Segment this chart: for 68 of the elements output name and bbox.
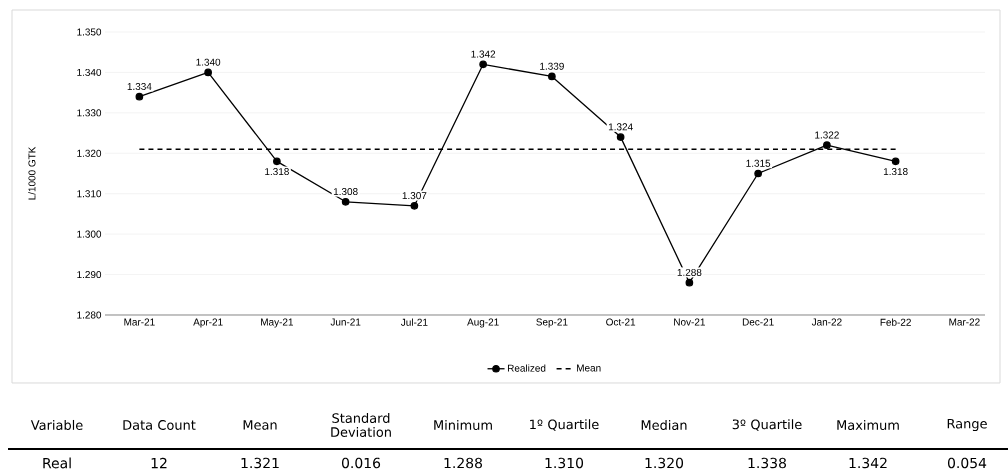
text: 1.338 — [748, 457, 787, 469]
data-label: 1.318 — [883, 168, 908, 176]
text: Real — [43, 457, 71, 469]
point — [754, 169, 762, 178]
data-label: 1.288 — [677, 268, 702, 276]
y-tick-label: 1.320 — [77, 149, 102, 157]
point — [135, 92, 144, 101]
x-tick-label: Apr-21 — [193, 318, 223, 328]
data-label: 1.315 — [746, 159, 771, 167]
x-tick-label: Mar-21 — [124, 318, 155, 326]
text: 12 — [151, 457, 167, 469]
text: Maximum — [837, 419, 899, 430]
x-tick-label: Jan-22 — [811, 318, 842, 326]
y-tick-label: 1.280 — [77, 311, 102, 319]
y-tick-label: 1.330 — [77, 109, 102, 117]
point — [685, 278, 694, 287]
data-label: 1.322 — [815, 131, 839, 139]
text: 0.054 — [947, 457, 987, 469]
x-tick-label: Jun-21 — [330, 318, 361, 326]
data-label: 1.318 — [265, 168, 289, 176]
data-label: 1.324 — [608, 123, 633, 131]
x-tick-label: May-21 — [261, 318, 294, 328]
data-label: 1.334 — [127, 82, 152, 90]
legend-label: Mean — [577, 364, 601, 372]
x-tick-label: Dec-21 — [742, 318, 774, 326]
legend-label: Realized — [507, 364, 546, 372]
text: 1º Quartile — [530, 419, 599, 431]
text: Minimum — [434, 419, 492, 430]
point — [616, 133, 625, 141]
x-tick-label: Feb-22 — [880, 318, 911, 326]
point — [273, 157, 281, 166]
x-tick-label: Sep-21 — [536, 318, 568, 328]
text: Mean — [243, 420, 277, 430]
point — [548, 72, 556, 81]
text: Range — [947, 418, 987, 432]
y-tick-label: 1.340 — [77, 68, 102, 76]
data-label: 1.307 — [402, 192, 427, 200]
x-tick-label: Oct-21 — [606, 318, 636, 326]
text: Data Count — [123, 420, 196, 430]
text: 1.342 — [849, 457, 887, 469]
point — [410, 201, 419, 210]
data-label: 1.340 — [196, 58, 221, 66]
text: 0.016 — [341, 457, 381, 469]
x-tick-label: Mar-22 — [949, 318, 980, 326]
text: Standard Deviation — [331, 412, 391, 437]
point — [823, 141, 831, 150]
y-axis-title: L/1000 GTK — [28, 146, 36, 200]
x-tick-label: Aug-21 — [467, 318, 499, 328]
text: 3º Quartile — [732, 419, 802, 431]
point — [479, 60, 487, 69]
y-tick-label: 1.290 — [77, 271, 102, 279]
text: Variable — [30, 419, 83, 430]
data-label: 1.339 — [540, 62, 564, 70]
y-tick-label: 1.300 — [77, 230, 102, 238]
x-tick-label: Jul-21 — [400, 318, 428, 326]
text: Median — [641, 419, 687, 430]
data-label: 1.342 — [471, 50, 496, 58]
point — [204, 68, 212, 77]
text: 1.320 — [645, 457, 684, 469]
point — [891, 157, 900, 166]
x-tick-label: Nov-21 — [674, 318, 705, 326]
text: 1.321 — [241, 457, 279, 469]
text: 1.310 — [545, 457, 584, 469]
point — [341, 197, 350, 206]
y-tick-label: 1.350 — [77, 28, 102, 36]
text: 1.288 — [444, 457, 483, 469]
y-tick-label: 1.310 — [77, 190, 102, 198]
data-label: 1.308 — [333, 188, 358, 196]
